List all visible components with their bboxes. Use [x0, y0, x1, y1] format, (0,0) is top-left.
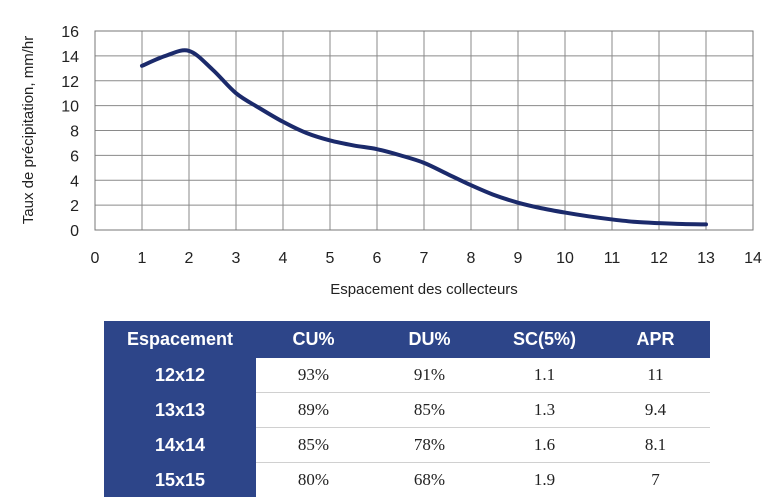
table-row: 12x12 93% 91% 1.1 11	[104, 358, 710, 393]
table-cell: 93%	[297, 365, 330, 384]
x-tick-label: 8	[467, 250, 476, 267]
y-tick-label: 6	[70, 148, 79, 165]
x-tick-label: 14	[744, 250, 762, 267]
table-cell: 91%	[413, 365, 446, 384]
x-tick-label: 0	[91, 250, 100, 267]
table-row: 13x13 89% 85% 1.3 9.4	[104, 392, 710, 428]
precipitation-rate-line	[140, 48, 708, 227]
chart-grid	[94, 30, 754, 231]
y-tick-label: 0	[70, 223, 79, 240]
table-cell: 85%	[371, 392, 488, 428]
x-tick-label: 1	[138, 250, 147, 267]
x-tick-label: 2	[185, 250, 194, 267]
table-header-row: Espacement CU% DU% SC(5%) APR	[104, 321, 710, 358]
table-cell: 68%	[371, 462, 488, 497]
y-tick-label: 4	[70, 173, 79, 190]
table-row-header: 14x14	[104, 427, 256, 463]
y-axis-title: Taux de précipitation, mm/hr	[20, 36, 37, 224]
y-tick-label: 12	[61, 74, 79, 91]
table-row-header: 12x12	[104, 358, 256, 393]
table-row-header: 15x15	[104, 462, 256, 497]
table-row: 15x15 80% 68% 1.9 7	[104, 462, 710, 497]
table-cell: 1.3	[488, 392, 601, 428]
y-tick-label: 2	[70, 198, 79, 215]
x-tick-label: 3	[232, 250, 241, 267]
x-tick-label: 12	[650, 250, 668, 267]
y-axis-ticks: 0 2 4 6 8 10 12 14 16	[61, 24, 79, 240]
chart-series	[140, 48, 708, 227]
y-tick-label: 8	[70, 124, 79, 141]
table-header-cell: SC(5%)	[488, 321, 601, 358]
y-tick-label: 10	[61, 99, 79, 116]
table-header-cell: CU%	[256, 321, 371, 358]
table-cell: 7	[601, 462, 710, 497]
sprinkler-spacing-table: Espacement CU% DU% SC(5%) APR 12x12 93% 91% 1.1…	[104, 321, 710, 497]
table-cell: 1.9	[488, 462, 601, 497]
x-tick-label: 11	[604, 250, 621, 267]
table-cell: 9.4	[601, 392, 710, 428]
x-tick-label: 13	[697, 250, 715, 267]
table-cell: 11	[647, 365, 664, 384]
table-cell: 78%	[371, 427, 488, 463]
table-cell: 1.6	[488, 427, 601, 463]
x-tick-label: 5	[326, 250, 335, 267]
y-tick-label: 14	[61, 49, 79, 66]
plot-area-frame	[94, 30, 754, 231]
x-tick-label: 10	[556, 250, 574, 267]
table-cell: 80%	[256, 462, 371, 497]
table-header-cell: Espacement	[104, 321, 256, 358]
table-cell: 1.1	[533, 365, 556, 384]
table-cell: 85%	[256, 427, 371, 463]
y-tick-label: 16	[61, 24, 79, 41]
table-header-cell: DU%	[371, 321, 488, 358]
table-row-header: 13x13	[104, 392, 256, 428]
x-tick-label: 9	[514, 250, 523, 267]
x-axis-ticks: 0 1 2 3 4 5 6 7 8 9 10 11 12 13 14	[91, 250, 762, 267]
table-cell: 8.1	[601, 427, 710, 463]
table-header-cell: APR	[601, 321, 710, 358]
table-cell: 89%	[256, 392, 371, 428]
x-tick-label: 4	[279, 250, 288, 267]
table-row: 14x14 85% 78% 1.6 8.1	[104, 427, 710, 463]
x-axis-title: Espacement des collecteurs	[330, 281, 518, 298]
x-tick-label: 6	[373, 250, 382, 267]
x-tick-label: 7	[420, 250, 429, 267]
